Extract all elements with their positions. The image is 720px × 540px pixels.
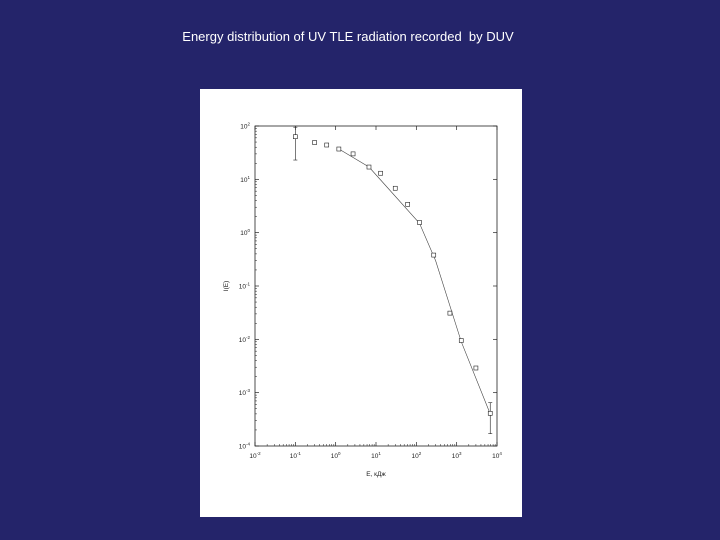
error-bars: [293, 126, 493, 435]
y-tick-label: 100: [240, 228, 250, 237]
data-point: [378, 170, 383, 176]
data-point: [312, 140, 317, 145]
x-axis-label: E, кДж: [366, 471, 386, 478]
x-tick-label: 10-2: [249, 451, 261, 460]
fit-line: [338, 148, 491, 415]
data-point: [293, 134, 298, 140]
x-axis-ticks: 10-2 10-1 100 101 102 103 104: [249, 126, 502, 460]
data-point: [336, 146, 342, 152]
y-axis-label: I(E): [223, 281, 230, 291]
data-points: [293, 134, 493, 416]
y-tick-label: 101: [240, 175, 250, 184]
x-tick-label: 10-1: [290, 451, 302, 460]
x-tick-label: 104: [492, 451, 502, 460]
y-tick-label: 10-3: [239, 388, 251, 397]
x-tick-label: 101: [371, 451, 381, 460]
plot-frame: [254, 125, 498, 447]
fit-curve: [338, 148, 491, 415]
data-point: [417, 220, 422, 225]
figure-panel: 102 101 100 10-1 10-2 10-3 10-4 10-2 10-1 100 101…: [200, 89, 522, 517]
slide-title: Energy distribution of UV TLE radiation …: [182, 29, 514, 44]
data-point: [392, 185, 398, 191]
x-tick-label: 103: [452, 451, 462, 460]
data-point: [487, 411, 493, 416]
x-tick-label: 100: [331, 451, 341, 460]
data-point: [324, 142, 330, 148]
data-point: [350, 151, 356, 157]
data-point: [405, 202, 410, 207]
x-tick-label: 102: [411, 451, 421, 460]
data-point: [431, 252, 437, 258]
y-tick-label: 102: [240, 122, 250, 131]
data-point: [458, 338, 464, 343]
log-log-scatter-chart: 102 101 100 10-1 10-2 10-3 10-4 10-2 10-1 100 101…: [223, 122, 502, 479]
data-point: [366, 164, 372, 170]
y-tick-label: 10-1: [239, 282, 251, 291]
y-tick-label: 10-2: [239, 335, 251, 344]
data-point: [473, 365, 479, 371]
y-tick-label: 10-4: [239, 442, 251, 451]
y-axis-ticks: 102 101 100 10-1 10-2 10-3 10-4: [239, 122, 497, 451]
data-point: [447, 310, 453, 316]
